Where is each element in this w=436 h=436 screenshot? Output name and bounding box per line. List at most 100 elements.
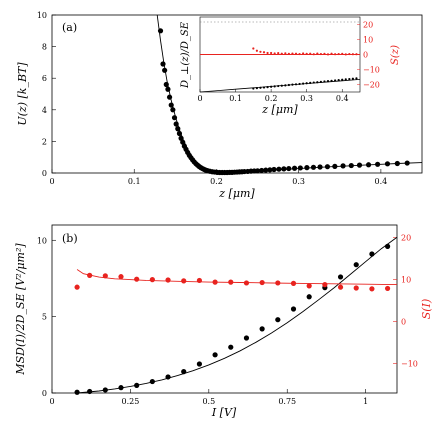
s-data-point xyxy=(118,274,124,280)
potential-data-point xyxy=(297,165,303,171)
inset-s-point xyxy=(273,52,276,55)
potential-fit-line xyxy=(156,14,423,173)
inset-right-tick-label: −20 xyxy=(363,81,380,90)
inset-s-point xyxy=(312,53,315,56)
inset-diffusion-point xyxy=(334,79,337,82)
msd-data-point xyxy=(306,294,312,300)
inset-s-point xyxy=(355,53,358,56)
y-tick-label: 10 xyxy=(37,11,47,20)
y-tick-label: 8 xyxy=(42,43,47,52)
inset-right-y-axis-label: S(z) xyxy=(390,45,401,65)
right-y-tick-label: 10 xyxy=(401,276,411,285)
potential-data-point xyxy=(304,165,310,171)
inset-s-point xyxy=(351,53,354,56)
inset-right-tick-label: 0 xyxy=(363,51,368,60)
panel-b-plot-frame xyxy=(51,224,398,394)
inset-diffusion-point xyxy=(302,82,305,85)
right-y-tick-label: 0 xyxy=(401,318,406,327)
inset-diffusion-point xyxy=(312,81,315,84)
s-data-point xyxy=(102,273,108,279)
inset-right-y-ticks: 20 10 0 −10 −20 xyxy=(357,21,380,90)
s-data-point xyxy=(165,277,171,283)
potential-data-point xyxy=(166,94,173,100)
inset-s-point xyxy=(316,52,319,55)
right-y-tick-label: −10 xyxy=(401,360,418,369)
potential-data-point xyxy=(165,86,171,92)
inset-diffusion-point xyxy=(259,86,262,89)
panel-b-marks xyxy=(74,236,398,395)
s-data-point xyxy=(74,284,80,290)
panel-b-label: (b) xyxy=(62,232,78,245)
x-tick-label: 0.5 xyxy=(202,397,215,406)
inset-x-ticks: 0 0.1 0.2 0.3 0.4 xyxy=(197,89,349,103)
msd-data-point xyxy=(275,317,281,323)
inset-diffusion-point xyxy=(287,83,290,87)
inset-s-point xyxy=(302,52,305,55)
msd-data-point xyxy=(290,306,297,312)
x-tick-label: 0.2 xyxy=(210,177,223,186)
panel-a-marks xyxy=(156,14,423,176)
inset-diffusion-point xyxy=(316,81,319,84)
potential-data-point xyxy=(271,166,277,173)
s-data-point xyxy=(322,282,328,288)
inset-s-point xyxy=(277,52,280,55)
panel-b-y-axis-label: MSD(I)/2D_SE [V²/μm²] xyxy=(14,243,27,376)
inset-diffusion-point xyxy=(330,79,333,82)
potential-data-point xyxy=(281,166,287,172)
inset-s-point xyxy=(284,52,287,55)
inset-s-point xyxy=(266,51,269,55)
inset-s-point xyxy=(291,52,294,55)
panel-b-right-y-axis-label: S(I) xyxy=(420,299,433,319)
potential-data-point xyxy=(286,165,292,172)
inset-diffusion-point xyxy=(341,78,344,81)
s-fit-line xyxy=(76,269,398,286)
inset-diffusion-point xyxy=(262,86,266,89)
inset-diffusion-point xyxy=(309,81,312,84)
msd-data-point xyxy=(228,344,234,350)
inset-s-point xyxy=(337,52,340,56)
inset-diffusion-point xyxy=(273,85,276,88)
inset-s-point xyxy=(323,52,326,56)
x-tick-label: 1 xyxy=(363,397,368,406)
panel-a-inset: 0 0.1 0.2 0.3 0.4 20 10 0 −10 −20 z [μm] D_⊥(z)/… xyxy=(180,16,401,116)
x-tick-label: 0.1 xyxy=(128,177,141,186)
s-data-point xyxy=(306,283,312,289)
inset-right-tick-label: 10 xyxy=(363,36,373,45)
inset-s-point xyxy=(348,52,351,56)
msd-data-point xyxy=(74,389,80,395)
right-y-tick-label: 20 xyxy=(401,234,411,243)
inset-s-point xyxy=(287,52,290,56)
inset-s-point xyxy=(294,52,298,55)
panel-b-y-ticks: 0 5 10 xyxy=(37,236,56,398)
x-tick-label: 0.3 xyxy=(292,177,305,186)
inset-s-point xyxy=(259,50,262,53)
panel-a-chart: (a) 0 0.1 0.2 0.3 0.4 0 2 4 6 8 10 z [μm] U(z) [k… xyxy=(16,11,423,200)
panel-b-chart: (b) 0 0.25 0.5 0.75 1 0 5 10 20 10 0 −10 I [V] MS… xyxy=(14,224,433,419)
inset-s-point xyxy=(280,52,283,55)
inset-x-axis-label: z [μm] xyxy=(261,103,298,116)
s-data-point xyxy=(149,277,155,283)
inset-right-tick-label: −10 xyxy=(363,66,380,75)
inset-x-tick-label: 0.3 xyxy=(300,94,313,103)
inset-s-point xyxy=(319,52,322,56)
inset-diffusion-point xyxy=(326,80,330,83)
inset-s-point xyxy=(262,51,266,54)
potential-data-point xyxy=(291,165,298,171)
msd-data-point xyxy=(369,251,375,257)
inset-s-point xyxy=(270,51,273,55)
msd-fit-line xyxy=(77,236,398,394)
inset-diffusion-point xyxy=(337,79,340,82)
inset-diffusion-point xyxy=(355,77,358,80)
inset-diffusion-point xyxy=(294,83,298,86)
inset-x-tick-label: 0.4 xyxy=(336,94,349,103)
inset-diffusion-point xyxy=(266,86,269,89)
potential-data-point xyxy=(162,67,168,73)
y-tick-label: 0 xyxy=(42,169,47,178)
panel-a-y-axis-label: U(z) [k_BT] xyxy=(16,62,29,126)
x-tick-label: 0.75 xyxy=(278,397,296,406)
msd-data-point xyxy=(259,326,265,332)
s-data-point xyxy=(384,285,391,292)
inset-diffusion-point xyxy=(344,78,347,81)
msd-data-point xyxy=(196,361,203,367)
